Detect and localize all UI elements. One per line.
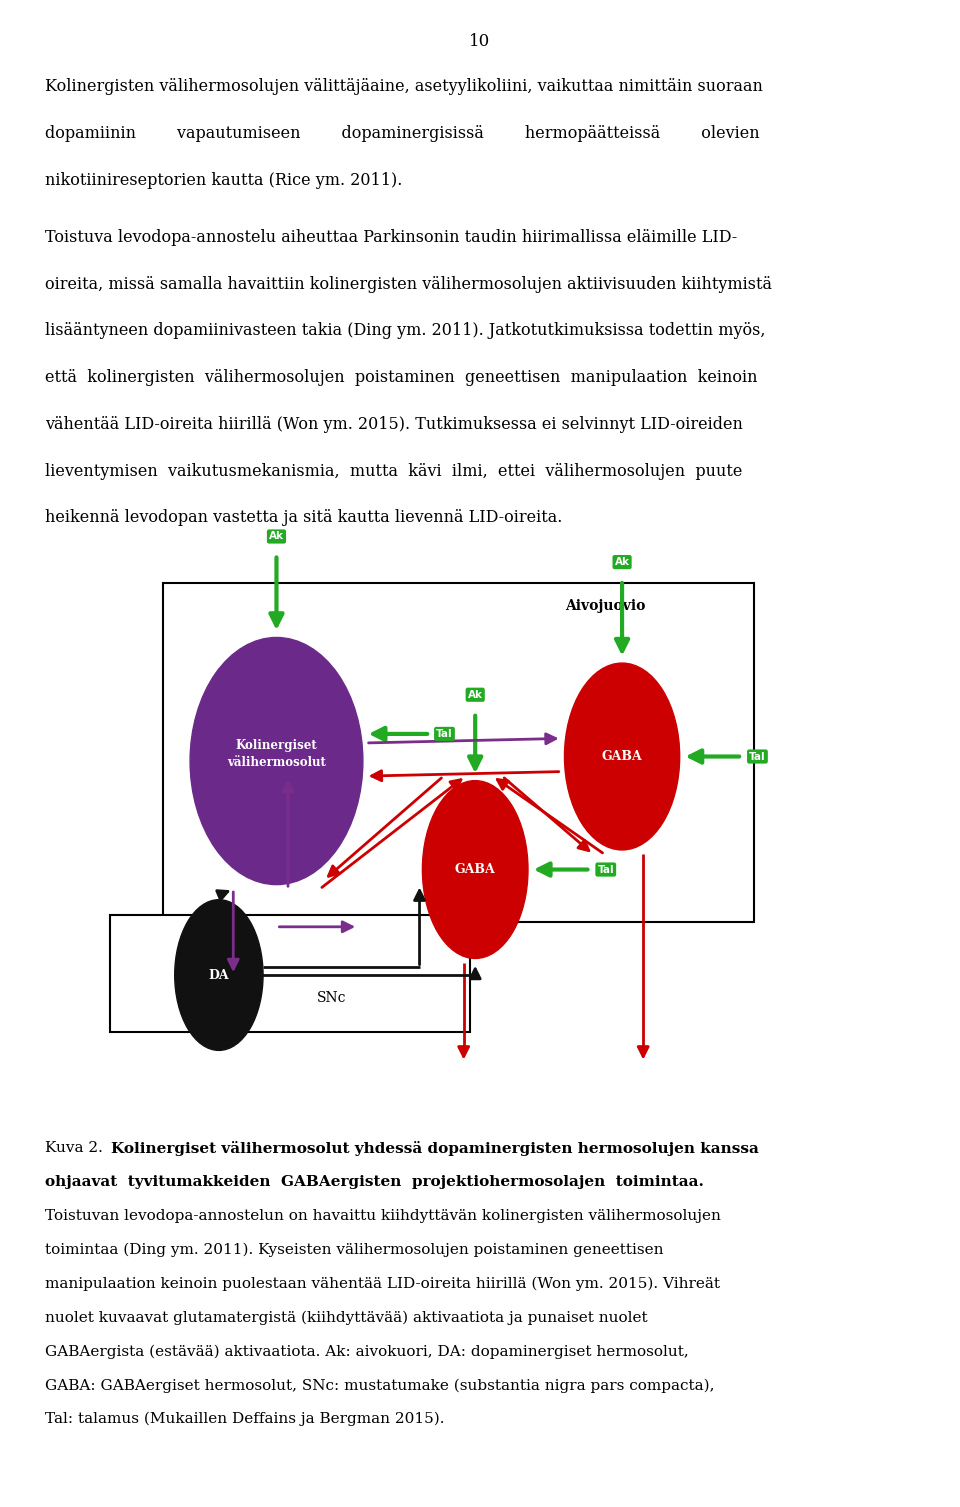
Text: Kolinergiset välihermosolut yhdessä dopaminergisten hermosolujen kanssa: Kolinergiset välihermosolut yhdessä dopa…: [111, 1141, 759, 1156]
Bar: [163, 583, 754, 922]
Text: Ak: Ak: [468, 690, 483, 699]
Text: nikotiinireseptorien kautta (Rice ym. 2011).: nikotiinireseptorien kautta (Rice ym. 20…: [45, 172, 402, 188]
Text: GABA: GABAergiset hermosolut, SNc: mustatumake (substantia nigra pars compacta),: GABA: GABAergiset hermosolut, SNc: musta…: [45, 1377, 714, 1392]
Text: Toistuvan levodopa-annostelun on havaittu kiihdyttävän kolinergisten välihermoso: Toistuvan levodopa-annostelun on havaitt…: [45, 1209, 721, 1222]
Text: Toistuva levodopa-annostelu aiheuttaa Parkinsonin taudin hiirimallissa eläimille: Toistuva levodopa-annostelu aiheuttaa Pa…: [45, 229, 737, 246]
Text: SNc: SNc: [317, 990, 346, 1005]
Ellipse shape: [422, 781, 528, 958]
Text: Tal: talamus (Mukaillen Deffains ja Bergman 2015).: Tal: talamus (Mukaillen Deffains ja Berg…: [45, 1412, 444, 1427]
Text: DA: DA: [208, 969, 229, 981]
Text: dopamiinin        vapautumiseen        dopaminergisissä        hermopäätteissä  : dopamiinin vapautumiseen dopaminergisiss…: [45, 125, 759, 142]
Text: lisääntyneen dopamiinivasteen takia (Ding ym. 2011). Jatkotutkimuksissa todettin: lisääntyneen dopamiinivasteen takia (Din…: [45, 322, 766, 339]
Text: nuolet kuvaavat glutamatergistä (kiihdyttävää) aktivaatiota ja punaiset nuolet: nuolet kuvaavat glutamatergistä (kiihdyt…: [45, 1310, 648, 1325]
Bar: [110, 915, 470, 1032]
Text: Ak: Ak: [614, 558, 630, 567]
Text: Kolinergisten välihermosolujen välittäjäaine, asetyylikoliini, vaikuttaa nimittä: Kolinergisten välihermosolujen välittäjä…: [45, 78, 763, 95]
Text: Tal: Tal: [749, 752, 766, 761]
Text: Kolinergiset
välihermosolut: Kolinergiset välihermosolut: [228, 738, 325, 769]
Text: Tal: Tal: [436, 729, 453, 738]
Ellipse shape: [564, 663, 680, 850]
Ellipse shape: [190, 637, 363, 885]
Text: heikennä levodopan vastetta ja sitä kautta lievennä LID-oireita.: heikennä levodopan vastetta ja sitä kaut…: [45, 509, 563, 526]
Text: GABA: GABA: [455, 864, 495, 876]
Text: Kuva 2.: Kuva 2.: [45, 1141, 108, 1154]
Text: ohjaavat  tyvitumakkeiden  GABAergisten  projektiohermosolajen  toimintaa.: ohjaavat tyvitumakkeiden GABAergisten pr…: [45, 1175, 704, 1189]
Text: 10: 10: [469, 33, 491, 50]
Text: oireita, missä samalla havaittiin kolinergisten välihermosolujen aktiivisuuden k: oireita, missä samalla havaittiin koline…: [45, 276, 772, 292]
Ellipse shape: [175, 900, 263, 1050]
Text: GABAergista (estävää) aktivaatiota. Ak: aivokuori, DA: dopaminergiset hermosolut: GABAergista (estävää) aktivaatiota. Ak: …: [45, 1344, 689, 1359]
Text: Ak: Ak: [269, 532, 284, 541]
Text: manipulaation keinoin puolestaan vähentää LID-oireita hiirillä (Won ym. 2015). V: manipulaation keinoin puolestaan vähentä…: [45, 1276, 720, 1291]
Text: Aivojuovio: Aivojuovio: [564, 598, 645, 613]
Text: vähentää LID-oireita hiirillä (Won ym. 2015). Tutkimuksessa ei selvinnyt LID-oir: vähentää LID-oireita hiirillä (Won ym. 2…: [45, 416, 743, 433]
Text: lieventymisen  vaikutusmekanismia,  mutta  kävi  ilmi,  ettei  välihermosolujen : lieventymisen vaikutusmekanismia, mutta …: [45, 463, 742, 479]
Text: toimintaa (Ding ym. 2011). Kyseisten välihermosolujen poistaminen geneettisen: toimintaa (Ding ym. 2011). Kyseisten väl…: [45, 1242, 663, 1257]
Text: Tal: Tal: [597, 865, 614, 874]
Text: GABA: GABA: [602, 750, 642, 763]
Text: että  kolinergisten  välihermosolujen  poistaminen  geneettisen  manipulaation  : että kolinergisten välihermosolujen pois…: [45, 369, 757, 386]
